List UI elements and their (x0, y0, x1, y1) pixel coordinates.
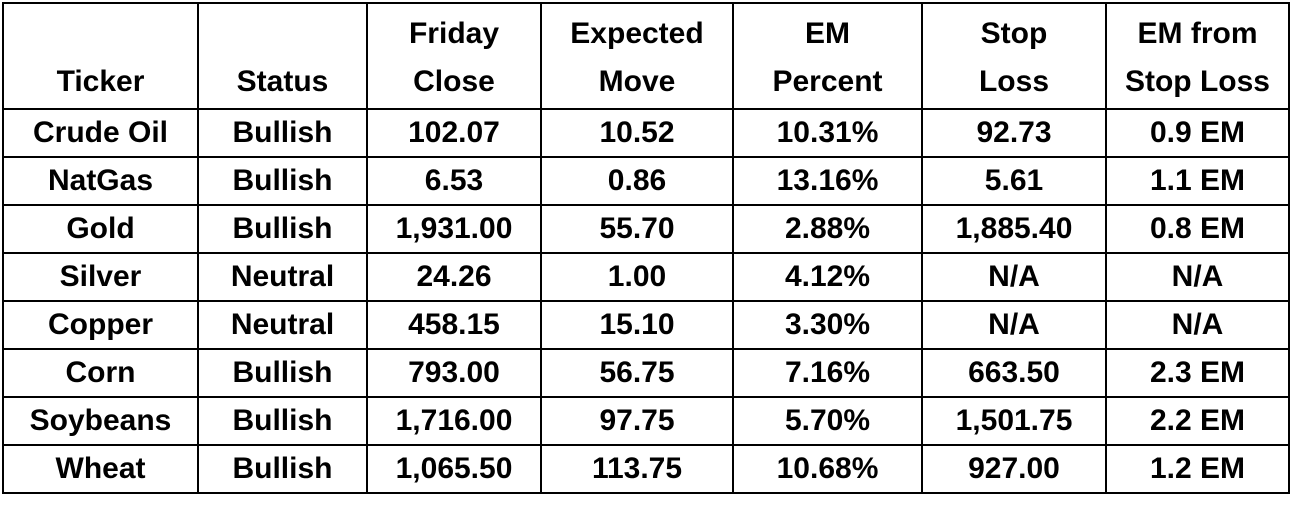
cell-status: Bullish (197, 156, 368, 206)
cell-expected-move: 1.00 (540, 252, 734, 302)
cell-ticker: Gold (2, 204, 199, 254)
cell-em-from-stop-loss: N/A (1105, 300, 1290, 350)
cell-em-percent: 10.68% (732, 444, 923, 494)
header-em-percent-line-2: Percent (772, 65, 883, 98)
commodities-table: Ticker Status Friday Close Expected Move E… (2, 2, 1290, 494)
cell-stop-loss: 927.00 (921, 444, 1107, 494)
table-row: Copper Neutral 458.15 15.10 3.30% N/A N/… (2, 300, 1290, 350)
cell-stop-loss: N/A (921, 300, 1107, 350)
cell-stop-loss: 1,885.40 (921, 204, 1107, 254)
cell-friday-close: 24.26 (366, 252, 542, 302)
table-row: Corn Bullish 793.00 56.75 7.16% 663.50 2… (2, 348, 1290, 398)
header-friday-close-line-2: Close (413, 65, 495, 98)
cell-ticker: Soybeans (2, 396, 199, 446)
cell-expected-move: 55.70 (540, 204, 734, 254)
table-row: Wheat Bullish 1,065.50 113.75 10.68% 927… (2, 444, 1290, 494)
header-em-percent: EM Percent (732, 2, 923, 110)
header-em-from-stop-loss-line-2: Stop Loss (1124, 65, 1270, 98)
cell-expected-move: 10.52 (540, 108, 734, 158)
header-status-line-1: Status (236, 65, 329, 98)
header-stop-loss: Stop Loss (921, 2, 1107, 110)
cell-em-percent: 2.88% (732, 204, 923, 254)
cell-expected-move: 0.86 (540, 156, 734, 206)
cell-em-from-stop-loss: 1.1 EM (1105, 156, 1290, 206)
header-stop-loss-line-2: Loss (978, 65, 1050, 98)
header-em-from-stop-loss: EM from Stop Loss (1105, 2, 1290, 110)
cell-expected-move: 56.75 (540, 348, 734, 398)
cell-em-percent: 7.16% (732, 348, 923, 398)
cell-em-from-stop-loss: 1.2 EM (1105, 444, 1290, 494)
cell-expected-move: 97.75 (540, 396, 734, 446)
cell-em-from-stop-loss: N/A (1105, 252, 1290, 302)
cell-status: Bullish (197, 396, 368, 446)
cell-status: Bullish (197, 444, 368, 494)
cell-stop-loss: 663.50 (921, 348, 1107, 398)
cell-em-from-stop-loss: 2.2 EM (1105, 396, 1290, 446)
header-ticker-line-1: Ticker (56, 65, 145, 98)
cell-ticker: Copper (2, 300, 199, 350)
cell-em-percent: 5.70% (732, 396, 923, 446)
cell-ticker: NatGas (2, 156, 199, 206)
cell-friday-close: 1,716.00 (366, 396, 542, 446)
cell-stop-loss: 5.61 (921, 156, 1107, 206)
table-row: Soybeans Bullish 1,716.00 97.75 5.70% 1,… (2, 396, 1290, 446)
cell-em-percent: 13.16% (732, 156, 923, 206)
header-friday-close-line-1: Friday (408, 17, 500, 50)
cell-em-from-stop-loss: 2.3 EM (1105, 348, 1290, 398)
cell-friday-close: 458.15 (366, 300, 542, 350)
cell-status: Bullish (197, 348, 368, 398)
cell-friday-close: 793.00 (366, 348, 542, 398)
header-friday-close: Friday Close (366, 2, 542, 110)
cell-ticker: Silver (2, 252, 199, 302)
cell-friday-close: 102.07 (366, 108, 542, 158)
header-row: Ticker Status Friday Close Expected Move E… (2, 2, 1290, 110)
cell-status: Bullish (197, 108, 368, 158)
header-expected-move: Expected Move (540, 2, 734, 110)
cell-status: Neutral (197, 300, 368, 350)
header-em-from-stop-loss-line-1: EM from (1137, 17, 1258, 50)
cell-friday-close: 1,065.50 (366, 444, 542, 494)
cell-ticker: Corn (2, 348, 199, 398)
cell-ticker: Crude Oil (2, 108, 199, 158)
cell-em-from-stop-loss: 0.8 EM (1105, 204, 1290, 254)
header-expected-move-line-1: Expected (570, 17, 704, 50)
table-row: Crude Oil Bullish 102.07 10.52 10.31% 92… (2, 108, 1290, 158)
cell-expected-move: 15.10 (540, 300, 734, 350)
table-row: Silver Neutral 24.26 1.00 4.12% N/A N/A (2, 252, 1290, 302)
header-status: Status (197, 2, 368, 110)
table-row: Gold Bullish 1,931.00 55.70 2.88% 1,885.… (2, 204, 1290, 254)
cell-em-percent: 4.12% (732, 252, 923, 302)
cell-ticker: Wheat (2, 444, 199, 494)
cell-em-percent: 3.30% (732, 300, 923, 350)
cell-stop-loss: 92.73 (921, 108, 1107, 158)
cell-em-percent: 10.31% (732, 108, 923, 158)
header-em-percent-line-1: EM (805, 17, 850, 50)
cell-status: Bullish (197, 204, 368, 254)
cell-friday-close: 6.53 (366, 156, 542, 206)
header-ticker: Ticker (2, 2, 199, 110)
cell-em-from-stop-loss: 0.9 EM (1105, 108, 1290, 158)
cell-stop-loss: N/A (921, 252, 1107, 302)
header-expected-move-line-2: Move (598, 65, 676, 98)
table-row: NatGas Bullish 6.53 0.86 13.16% 5.61 1.1… (2, 156, 1290, 206)
header-stop-loss-line-1: Stop (980, 17, 1048, 50)
cell-status: Neutral (197, 252, 368, 302)
cell-stop-loss: 1,501.75 (921, 396, 1107, 446)
cell-friday-close: 1,931.00 (366, 204, 542, 254)
cell-expected-move: 113.75 (540, 444, 734, 494)
